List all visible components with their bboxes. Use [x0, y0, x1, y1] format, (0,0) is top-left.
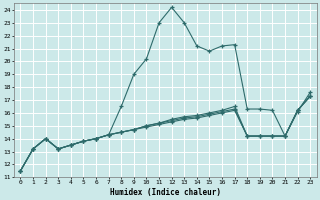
X-axis label: Humidex (Indice chaleur): Humidex (Indice chaleur) [110, 188, 221, 197]
